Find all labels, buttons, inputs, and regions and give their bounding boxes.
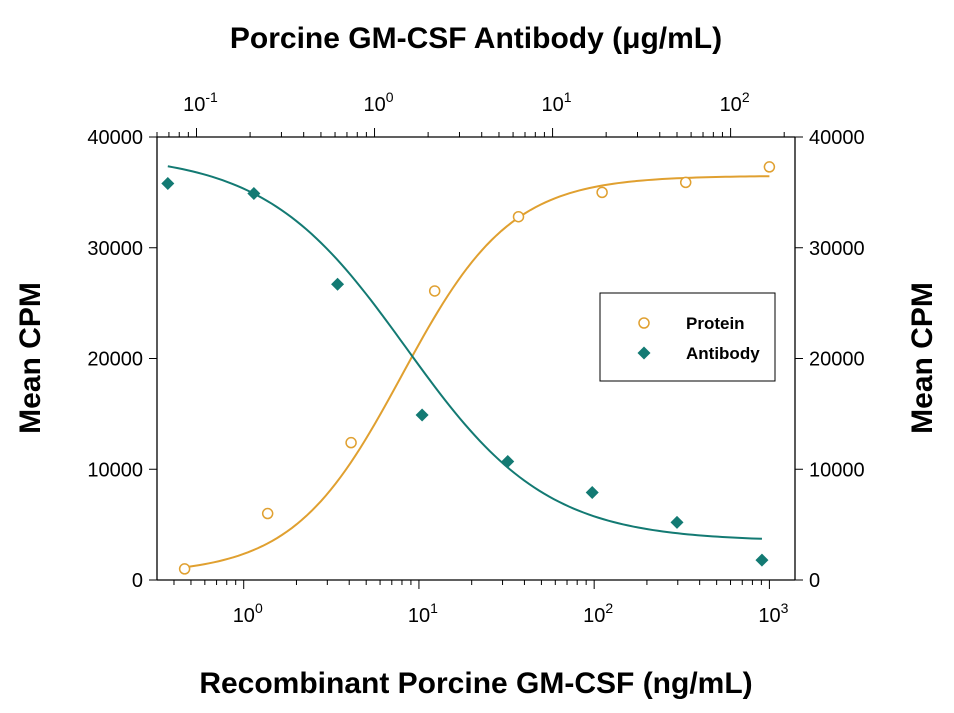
- y-tick-label-left: 0: [132, 570, 143, 592]
- y-tick-label-left: 30000: [87, 238, 143, 260]
- protein-point: [178, 563, 191, 575]
- y-tick-label-right: 40000: [809, 127, 865, 149]
- y-tick-label-right: 10000: [809, 459, 865, 481]
- protein-point: [763, 161, 776, 173]
- legend-marker-protein: [638, 317, 650, 329]
- legend: Protein Antibody: [599, 292, 776, 382]
- y-tick-label-right: 20000: [809, 349, 865, 371]
- protein-point: [679, 176, 692, 189]
- protein-fit-curve: [184, 175, 770, 569]
- antibody-point: [331, 277, 345, 291]
- top-tick-label: 102: [720, 89, 750, 116]
- antibody-point: [247, 186, 261, 200]
- y-tick-label-left: 20000: [87, 349, 143, 371]
- antibody-point: [585, 486, 599, 500]
- x-tick-label: 102: [583, 600, 613, 627]
- x-axis-title: Recombinant Porcine GM-CSF (ng/mL): [199, 667, 752, 700]
- legend-label-antibody: Antibody: [686, 344, 760, 363]
- plot-area: 100 101 102 103 10-1 100 101 102 0 0 10000 10000 200…: [87, 89, 864, 627]
- legend-marker-antibody: [637, 346, 651, 360]
- protein-point: [345, 436, 357, 449]
- protein-point: [428, 285, 441, 297]
- top-axis-title: Porcine GM-CSF Antibody (μg/mL): [230, 22, 722, 55]
- top-tick-label: 100: [364, 89, 394, 116]
- antibody-point: [501, 454, 515, 468]
- x-tick-label: 101: [408, 600, 438, 627]
- x-tick-label: 103: [758, 600, 788, 627]
- antibody-point: [670, 515, 684, 529]
- antibody-fit-curve: [167, 165, 762, 540]
- y-tick-label-left: 10000: [87, 459, 143, 481]
- y-tick-label-right: 0: [809, 570, 820, 592]
- antibody-point: [161, 177, 175, 191]
- y-axis-title-left: Mean CPM: [14, 282, 47, 434]
- protein-point: [512, 210, 525, 223]
- top-tick-label: 101: [542, 89, 572, 116]
- legend-box: [599, 292, 776, 382]
- antibody-point: [415, 408, 429, 422]
- y-axis-title-right: Mean CPM: [906, 282, 939, 434]
- top-tick-label: 10-1: [183, 89, 218, 116]
- protein-point: [261, 507, 274, 520]
- y-tick-label-left: 40000: [87, 127, 143, 149]
- x-tick-label: 100: [233, 600, 263, 627]
- legend-label-protein: Protein: [686, 314, 745, 333]
- antibody-point: [755, 553, 769, 567]
- protein-point: [596, 186, 608, 199]
- y-tick-label-right: 30000: [809, 238, 865, 260]
